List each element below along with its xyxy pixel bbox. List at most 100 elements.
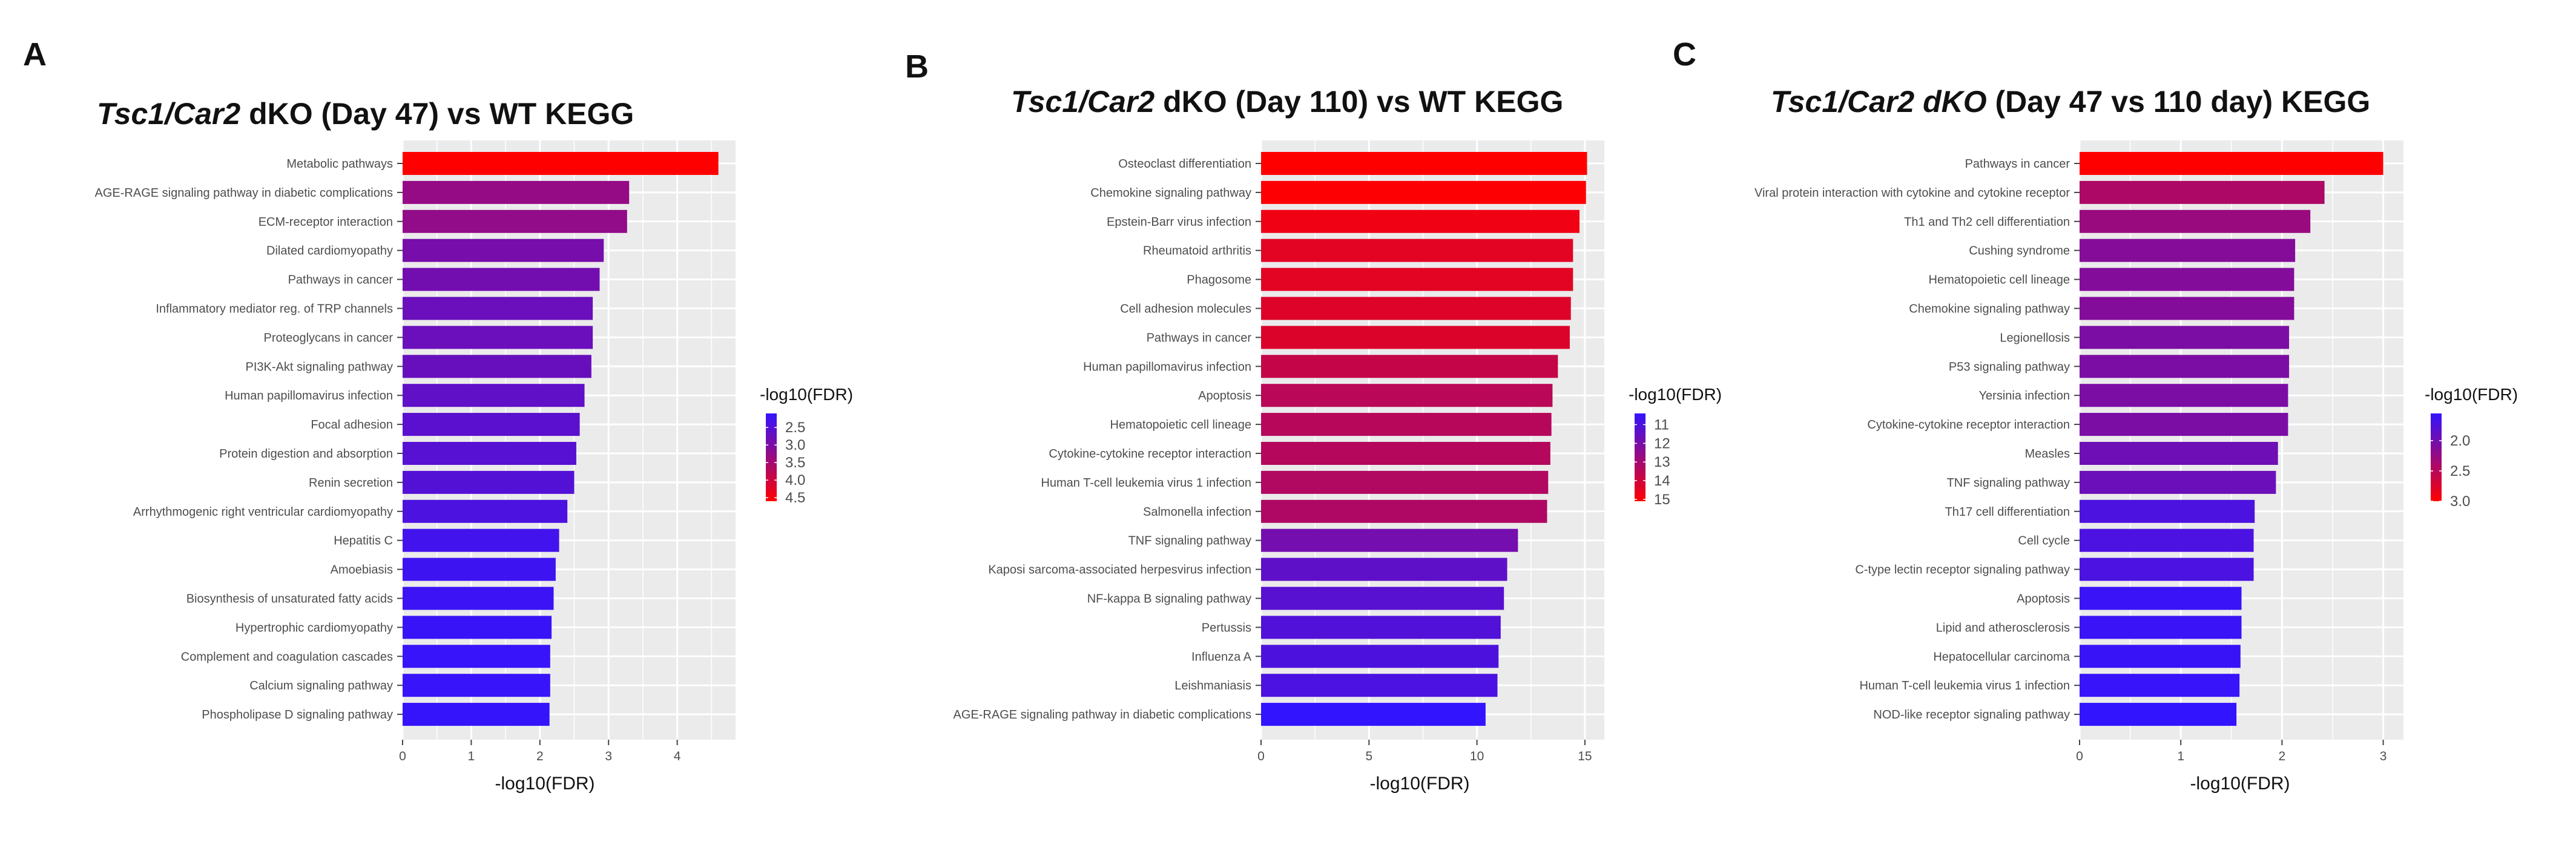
legend-colorbar (2431, 413, 2442, 501)
bar (1261, 297, 1571, 320)
category-label: Cell cycle (2018, 534, 2070, 548)
category-label: Viral protein interaction with cytokine … (1754, 186, 2070, 200)
chart-title-rest: dKO (Day 110) vs WT KEGG (1155, 85, 1563, 119)
x-tick-label: 0 (2076, 749, 2083, 763)
category-label: Focal adhesion (311, 418, 393, 432)
bar (2080, 528, 2254, 552)
bar (403, 355, 591, 378)
bar (403, 557, 556, 581)
category-label: P53 signaling pathway (1949, 360, 2070, 373)
legend-tick-label: 14 (1654, 473, 1670, 489)
legend-colorbar (766, 413, 777, 501)
category-label: ECM-receptor interaction (259, 215, 393, 229)
bar (403, 674, 550, 697)
bar (2080, 587, 2242, 610)
legend-tick-label: 3.5 (785, 455, 805, 471)
bar (2080, 384, 2288, 407)
category-label: Cell adhesion molecules (1120, 303, 1251, 316)
category-label: AGE-RAGE signaling pathway in diabetic c… (95, 186, 393, 200)
category-label: Pathways in cancer (1147, 331, 1252, 344)
x-tick-label: 1 (468, 749, 475, 763)
category-label: Apoptosis (2017, 593, 2070, 606)
legend-title: -log10(FDR) (1629, 385, 1722, 404)
legend-tick-label: 12 (1654, 435, 1670, 452)
x-tick-label: 0 (1257, 749, 1265, 763)
x-tick-label: 2 (2279, 749, 2286, 763)
bar (1261, 355, 1558, 378)
category-label: Hematopoietic cell lineage (1929, 274, 2070, 287)
x-tick-label: 4 (674, 749, 681, 763)
bar (403, 703, 550, 726)
chart-title-italic: Tsc1/Car2 dKO (1771, 85, 1987, 119)
bar (403, 499, 568, 523)
category-label: Th1 and Th2 cell differentiation (1904, 215, 2070, 229)
bar (1261, 645, 1499, 668)
x-axis-title: -log10(FDR) (1369, 774, 1469, 794)
bar (1261, 557, 1507, 581)
category-label: Protein digestion and absorption (219, 447, 393, 461)
category-label: Th17 cell differentiation (1945, 505, 2070, 519)
bar (403, 587, 554, 610)
category-label: Arrhythmogenic right ventricular cardiom… (133, 505, 393, 519)
category-label: TNF signaling pathway (1947, 476, 2070, 490)
legend-tick-label: 4.0 (785, 472, 805, 488)
category-label: Yersinia infection (1979, 389, 2070, 403)
bar (2080, 355, 2290, 378)
category-label: Lipid and atherosclerosis (1936, 621, 2070, 634)
bar (1261, 674, 1498, 697)
category-label: Cytokine-cytokine receptor interaction (1049, 447, 1251, 461)
bar (403, 470, 575, 494)
panel-label: B (905, 48, 929, 85)
category-label: Biosynthesis of unsaturated fatty acids (186, 593, 393, 606)
category-label: Phagosome (1187, 274, 1251, 287)
category-label: Apoptosis (1198, 389, 1251, 403)
category-label: Hepatitis C (334, 534, 393, 548)
bar (2080, 674, 2240, 697)
bar (1261, 384, 1553, 407)
panel-c: C Tsc1/Car2 dKO (Day 47 vs 110 day) KEGG P… (1673, 36, 2518, 794)
bar (1261, 326, 1570, 349)
category-label: Calcium signaling pathway (249, 679, 393, 692)
bar (2080, 180, 2325, 204)
x-tick-label: 1 (2177, 749, 2184, 763)
bar (1261, 413, 1552, 436)
bar (2080, 442, 2278, 465)
x-tick-label: 15 (1578, 749, 1592, 763)
legend-tick-label: 3.0 (785, 437, 805, 453)
bar (2080, 152, 2383, 175)
x-axis-title: -log10(FDR) (495, 774, 595, 794)
bar (2080, 268, 2294, 291)
bar (403, 180, 630, 204)
bar (403, 645, 550, 668)
bar (1261, 238, 1573, 262)
bar (1261, 152, 1587, 175)
bar (2080, 557, 2254, 581)
bar (403, 268, 600, 291)
category-label: Human T-cell leukemia virus 1 infection (1859, 679, 2070, 692)
category-label: Dilated cardiomyopathy (266, 245, 393, 258)
chart-title-italic: Tsc1/Car2 (1011, 85, 1155, 119)
legend-tick-label: 15 (1654, 492, 1670, 508)
legend-title: -log10(FDR) (2425, 385, 2518, 404)
category-label: Phospholipase D signaling pathway (202, 708, 393, 722)
bar (2080, 470, 2276, 494)
category-label: Hypertrophic cardiomyopathy (236, 621, 393, 634)
legend-title: -log10(FDR) (760, 385, 853, 404)
bar (1261, 499, 1547, 523)
category-label: Proteoglycans in cancer (264, 331, 394, 344)
bar (2080, 297, 2294, 320)
category-label: Amoebiasis (331, 564, 393, 577)
x-tick-label: 0 (399, 749, 406, 763)
bar (2080, 499, 2255, 523)
category-label: Pathways in cancer (288, 274, 394, 287)
bar (403, 413, 580, 436)
bar (1261, 587, 1504, 610)
category-label: Inflammatory mediator reg. of TRP channe… (156, 303, 393, 316)
panel-label: A (23, 36, 47, 73)
category-label: Human papillomavirus infection (1083, 360, 1251, 373)
bar (1261, 470, 1549, 494)
bar (403, 238, 604, 262)
bar (403, 297, 593, 320)
bar (1261, 268, 1573, 291)
legend-tick-label: 2.5 (785, 419, 805, 436)
